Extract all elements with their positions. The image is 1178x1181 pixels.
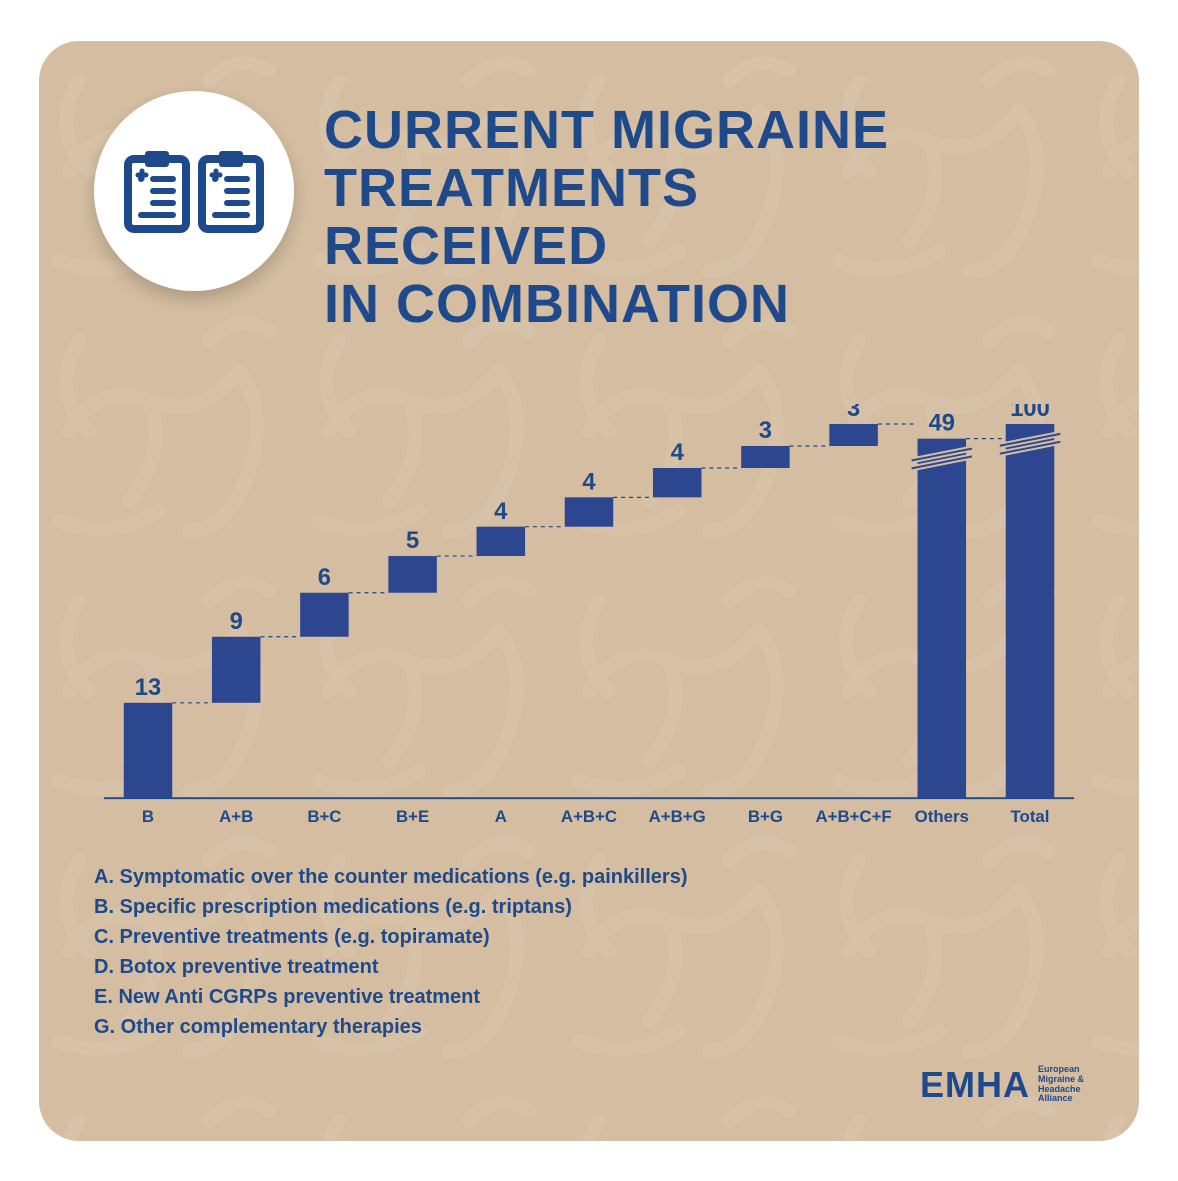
legend-item: B. Specific prescription medications (e.… [94, 892, 1084, 922]
infographic-card: CURRENT MIGRAINE TREATMENTS RECEIVED IN … [39, 41, 1139, 1141]
bar [565, 497, 614, 526]
legend: A. Symptomatic over the counter medicati… [94, 862, 1084, 1042]
bar-label: A [495, 807, 507, 826]
header-row: CURRENT MIGRAINE TREATMENTS RECEIVED IN … [94, 91, 1084, 334]
bar-value: 4 [671, 439, 685, 466]
bar-label: A+B+G [649, 807, 706, 826]
bar-value: 4 [582, 468, 596, 495]
bar-label: Total [1011, 807, 1050, 826]
legend-item: D. Botox preventive treatment [94, 952, 1084, 982]
clipboard-pair-icon [123, 149, 265, 233]
bar-value: 5 [406, 527, 419, 554]
bar [653, 468, 702, 497]
bar [477, 526, 526, 555]
bar-label: Others [915, 807, 969, 826]
page-title: CURRENT MIGRAINE TREATMENTS RECEIVED IN … [324, 91, 889, 334]
bar-label: B+E [396, 807, 429, 826]
bar-label: A+B+C+F [815, 807, 891, 826]
bar [829, 424, 878, 446]
bar-value: 100 [1010, 404, 1050, 422]
bar [300, 592, 349, 636]
legend-item: C. Preventive treatments (e.g. topiramat… [94, 922, 1084, 952]
logo-main-text: EMHA [920, 1064, 1030, 1106]
legend-item: A. Symptomatic over the counter medicati… [94, 862, 1084, 892]
logo-sub-text: European Migraine & Headache Alliance [1038, 1065, 1084, 1105]
legend-item: E. New Anti CGRPs preventive treatment [94, 982, 1084, 1012]
bar [124, 703, 173, 798]
legend-item: G. Other complementary therapies [94, 1012, 1084, 1042]
bar-value: 3 [759, 417, 772, 444]
bar [212, 637, 261, 703]
bar-value: 4 [494, 498, 508, 525]
bar-label: B [142, 807, 154, 826]
waterfall-chart: 13 B 9 A+B 6 B+C 5 B+E 4 A 4 A+B+C 4 A+B+G 3 B+G 3 A+B+C+… [94, 404, 1084, 834]
header-icon-circle [94, 91, 294, 291]
bar-label: B+C [307, 807, 341, 826]
bar-value: 49 [929, 409, 955, 436]
bar [918, 438, 967, 798]
bar-label: A+B+C [561, 807, 617, 826]
bar-value: 3 [847, 404, 860, 422]
emha-logo: EMHA European Migraine & Headache Allian… [920, 1064, 1084, 1106]
bar [388, 556, 437, 593]
bar-label: A+B [219, 807, 253, 826]
bar-value: 13 [135, 674, 161, 701]
bar-value: 6 [318, 564, 331, 591]
bar-value: 9 [230, 608, 243, 635]
bar [1006, 424, 1055, 798]
bar [741, 446, 790, 468]
bar-label: B+G [748, 807, 783, 826]
